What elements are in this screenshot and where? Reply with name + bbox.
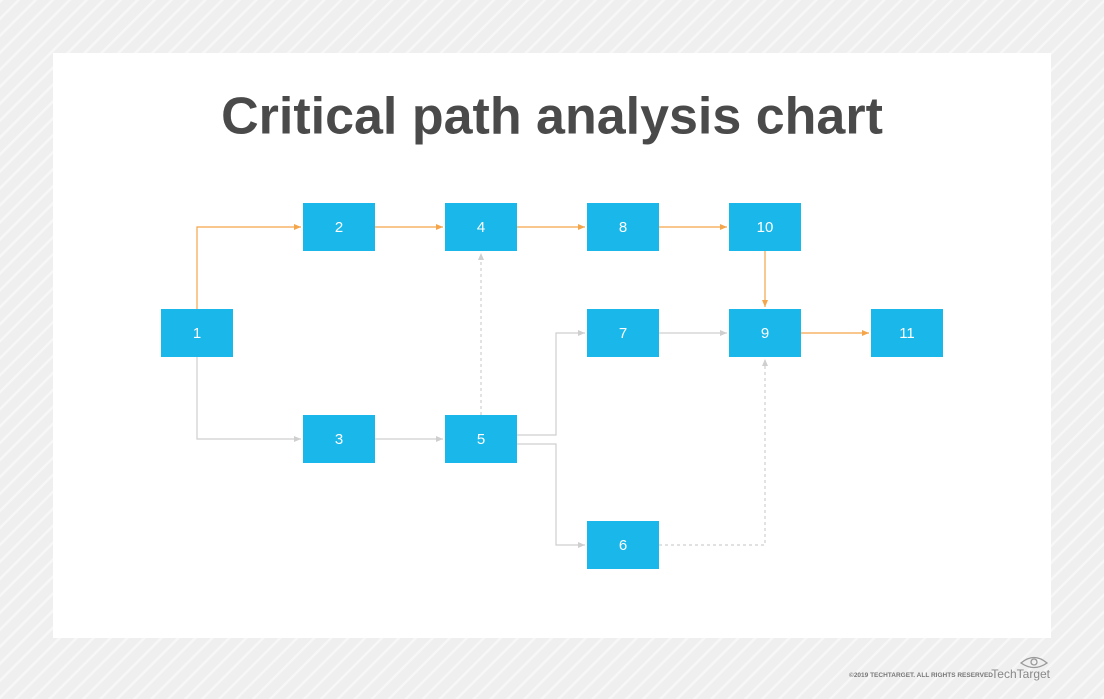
node: 6 — [587, 521, 659, 569]
node-box — [729, 309, 801, 357]
node-label: 10 — [757, 219, 774, 236]
node: 4 — [445, 203, 517, 251]
node: 3 — [303, 415, 375, 463]
title: Critical path analysis chart — [221, 88, 883, 146]
node-box — [161, 309, 233, 357]
nodes: 1 2 3 4 5 6 7 8 9 10 11 — [161, 203, 943, 569]
node-box — [445, 415, 517, 463]
node: 5 — [445, 415, 517, 463]
node-box — [587, 203, 659, 251]
node-box — [303, 203, 375, 251]
node-label: 5 — [477, 431, 485, 448]
node-label: 8 — [619, 219, 627, 236]
node-box — [587, 309, 659, 357]
edge — [196, 224, 301, 309]
edge — [517, 330, 585, 436]
edge — [517, 443, 585, 548]
node: 9 — [729, 309, 801, 357]
edge — [659, 359, 768, 546]
node-label: 9 — [761, 325, 769, 342]
node-label: 3 — [335, 431, 343, 448]
node-label: 4 — [477, 219, 485, 236]
node-box — [729, 203, 801, 251]
node: 1 — [161, 309, 233, 357]
edges — [196, 224, 869, 548]
logo: TechTarget — [991, 667, 1050, 681]
node-label: 2 — [335, 219, 343, 236]
node: 11 — [871, 309, 943, 357]
node: 7 — [587, 309, 659, 357]
node: 2 — [303, 203, 375, 251]
node-box — [303, 415, 375, 463]
copyright: ©2019 TECHTARGET. ALL RIGHTS RESERVED — [849, 671, 993, 679]
node: 10 — [729, 203, 801, 251]
node-box — [871, 309, 943, 357]
node-box — [445, 203, 517, 251]
logo-icon — [1019, 656, 1049, 669]
node: 8 — [587, 203, 659, 251]
node-label: 7 — [619, 325, 627, 342]
edge — [196, 357, 301, 442]
node-label: 6 — [619, 537, 627, 554]
node-label: 1 — [193, 325, 201, 342]
node-box — [587, 521, 659, 569]
node-label: 11 — [899, 325, 915, 342]
